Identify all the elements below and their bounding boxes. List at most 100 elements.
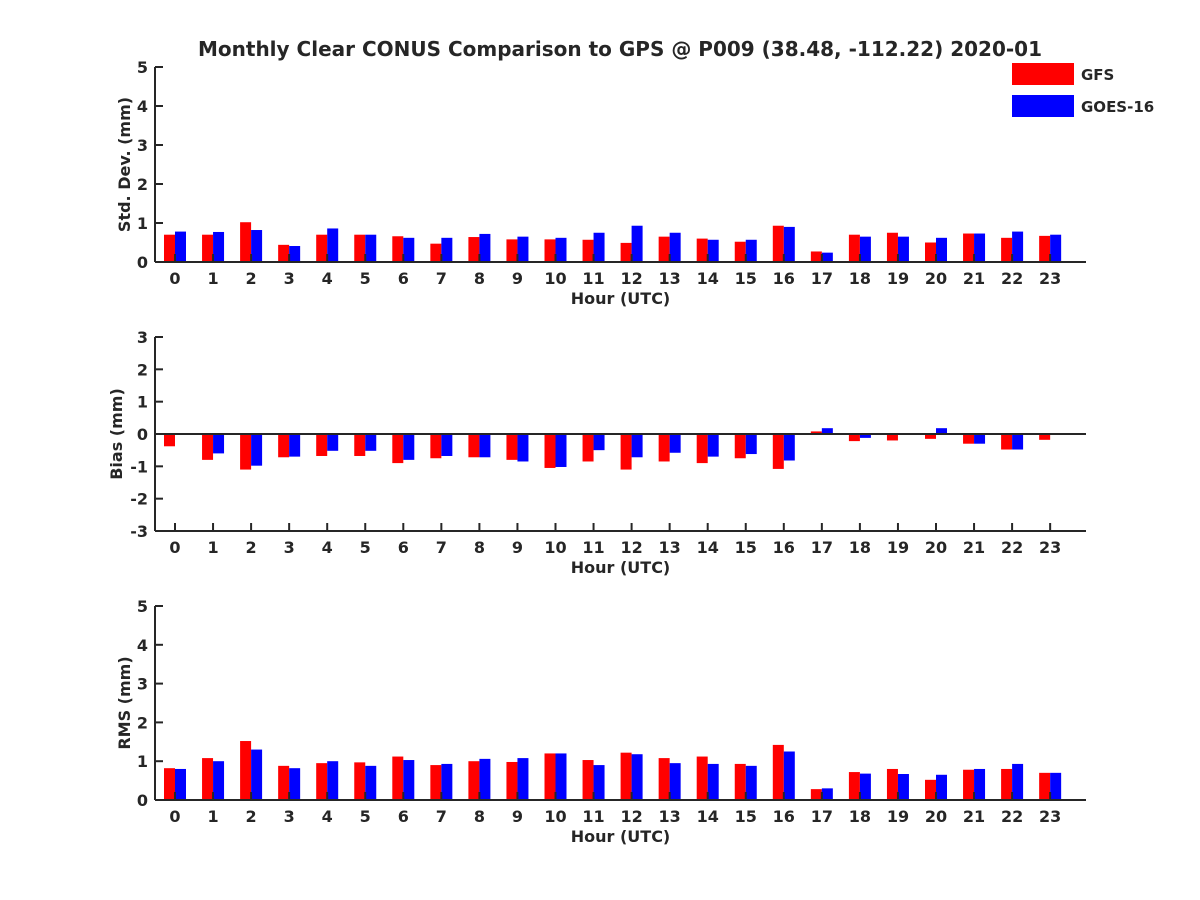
bar-gfs-hour-10 xyxy=(544,753,556,800)
bar-gfs-hour-14 xyxy=(696,238,708,262)
x-tick-label: 15 xyxy=(735,807,757,826)
x-tick-label: 11 xyxy=(582,538,604,557)
bar-gfs-hour-18 xyxy=(848,772,860,800)
x-tick-label: 14 xyxy=(697,538,719,557)
bar-goes-16-hour-5 xyxy=(365,234,377,262)
bar-gfs-hour-7 xyxy=(430,765,442,800)
bar-goes-16-hour-16 xyxy=(783,751,795,800)
bar-gfs-hour-22 xyxy=(1001,237,1013,262)
bar-goes-16-hour-8 xyxy=(479,434,491,458)
bar-gfs-hour-6 xyxy=(392,756,404,800)
x-tick-label: 6 xyxy=(398,538,409,557)
bar-gfs-hour-0 xyxy=(164,434,175,447)
x-tick-label: 16 xyxy=(773,807,795,826)
bar-gfs-hour-0 xyxy=(164,234,175,262)
x-axis-title: Hour (UTC) xyxy=(571,827,671,846)
x-tick-label: 15 xyxy=(735,269,757,288)
x-tick-label: 21 xyxy=(963,538,985,557)
bar-gfs-hour-4 xyxy=(316,234,328,262)
x-tick-label: 0 xyxy=(169,538,180,557)
bar-gfs-hour-1 xyxy=(202,758,214,800)
x-tick-label: 17 xyxy=(811,538,833,557)
x-tick-label: 11 xyxy=(582,807,604,826)
legend-swatch-goes16 xyxy=(1012,95,1074,117)
bar-goes-16-hour-7 xyxy=(441,763,453,800)
bar-goes-16-hour-1 xyxy=(213,761,225,800)
bar-goes-16-hour-20 xyxy=(936,428,947,434)
bar-gfs-hour-14 xyxy=(696,434,708,464)
x-tick-label: 15 xyxy=(735,538,757,557)
bar-goes-16-hour-11 xyxy=(593,765,605,800)
bar-goes-16-hour-17 xyxy=(821,428,833,434)
bar-gfs-hour-17 xyxy=(810,431,822,434)
bar-gfs-hour-19 xyxy=(886,434,898,441)
y-axis-title: RMS (mm) xyxy=(115,656,134,749)
x-tick-label: 2 xyxy=(246,269,257,288)
bar-goes-16-hour-22 xyxy=(1012,231,1024,262)
bar-goes-16-hour-9 xyxy=(517,434,529,462)
x-tick-label: 22 xyxy=(1001,538,1023,557)
bar-goes-16-hour-2 xyxy=(251,434,263,466)
y-tick-label: -3 xyxy=(130,522,148,541)
bar-goes-16-hour-18 xyxy=(859,434,871,438)
bar-gfs-hour-15 xyxy=(734,241,746,262)
bar-goes-16-hour-5 xyxy=(365,434,377,451)
x-tick-label: 18 xyxy=(849,807,871,826)
bar-gfs-hour-9 xyxy=(506,434,518,460)
y-tick-label: 5 xyxy=(137,597,148,616)
bar-goes-16-hour-16 xyxy=(783,434,795,461)
x-tick-label: 1 xyxy=(207,807,218,826)
bar-gfs-hour-2 xyxy=(240,434,252,470)
x-tick-label: 12 xyxy=(620,807,642,826)
x-tick-label: 22 xyxy=(1001,269,1023,288)
x-tick-label: 20 xyxy=(925,538,947,557)
bar-goes-16-hour-21 xyxy=(974,233,986,262)
bar-goes-16-hour-6 xyxy=(403,760,415,800)
x-tick-label: 8 xyxy=(474,807,485,826)
x-tick-label: 6 xyxy=(398,269,409,288)
x-axis-title: Hour (UTC) xyxy=(571,289,671,308)
bar-gfs-hour-2 xyxy=(240,741,252,800)
x-tick-label: 1 xyxy=(207,269,218,288)
bar-goes-16-hour-1 xyxy=(213,231,225,262)
bar-goes-16-hour-8 xyxy=(479,758,491,800)
bar-gfs-hour-20 xyxy=(925,242,936,262)
x-tick-label: 9 xyxy=(512,269,523,288)
bar-gfs-hour-11 xyxy=(582,760,594,800)
y-tick-label: 0 xyxy=(137,791,148,810)
bar-gfs-hour-8 xyxy=(468,761,480,800)
bar-goes-16-hour-21 xyxy=(974,768,986,800)
y-tick-label: 4 xyxy=(137,636,148,655)
bar-goes-16-hour-14 xyxy=(707,239,719,262)
legend-label-gfs: GFS xyxy=(1081,66,1114,84)
bar-goes-16-hour-19 xyxy=(897,774,909,800)
bar-gfs-hour-17 xyxy=(810,251,822,262)
bar-goes-16-hour-5 xyxy=(365,765,377,800)
bar-gfs-hour-4 xyxy=(316,434,328,456)
x-tick-label: 16 xyxy=(773,269,795,288)
bar-gfs-hour-13 xyxy=(658,236,670,262)
x-tick-label: 23 xyxy=(1039,538,1061,557)
x-tick-label: 18 xyxy=(849,269,871,288)
x-tick-label: 23 xyxy=(1039,807,1061,826)
bar-gfs-hour-10 xyxy=(544,434,556,468)
bar-gfs-hour-4 xyxy=(316,763,328,800)
bar-gfs-hour-18 xyxy=(848,234,860,262)
x-tick-label: 18 xyxy=(849,538,871,557)
x-tick-label: 4 xyxy=(322,269,333,288)
bar-gfs-hour-8 xyxy=(468,237,480,262)
x-tick-label: 8 xyxy=(474,269,485,288)
y-tick-label: 0 xyxy=(137,425,148,444)
x-tick-label: 9 xyxy=(512,807,523,826)
x-tick-label: 23 xyxy=(1039,269,1061,288)
bar-gfs-hour-23 xyxy=(1039,434,1051,440)
bar-goes-16-hour-20 xyxy=(936,237,947,262)
y-tick-label: 2 xyxy=(137,360,148,379)
bar-goes-16-hour-21 xyxy=(974,434,986,444)
y-axis-title: Std. Dev. (mm) xyxy=(115,97,134,232)
bar-goes-16-hour-19 xyxy=(897,236,909,262)
bar-gfs-hour-12 xyxy=(620,752,632,800)
bar-gfs-hour-5 xyxy=(354,434,366,456)
